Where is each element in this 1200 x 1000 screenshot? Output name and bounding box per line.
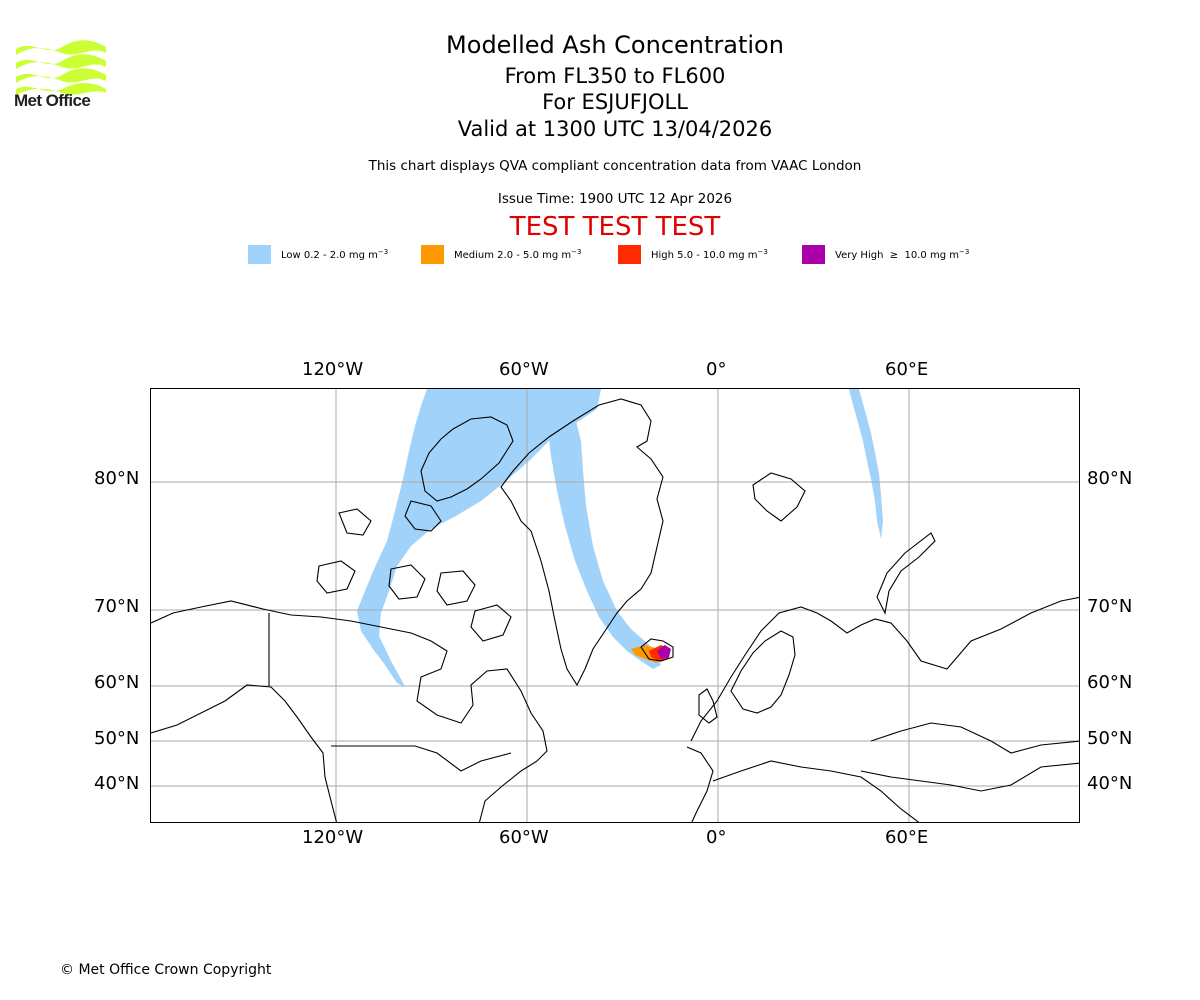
lat-label-right-70n: 70°N xyxy=(1087,596,1133,617)
legend-label-high: High 5.0 - 10.0 mg m xyxy=(651,249,758,261)
legend-label-medium: Medium 2.0 - 5.0 mg m xyxy=(454,249,572,261)
legend-item-low: Low 0.2 - 2.0 mg m−3 xyxy=(248,243,388,265)
legend-label-very-high: Very High ≥ 10.0 mg m xyxy=(835,249,959,261)
lon-label-top-60w: 60°W xyxy=(499,359,549,380)
legend-item-medium: Medium 2.0 - 5.0 mg m−3 xyxy=(421,243,581,265)
gridlines xyxy=(151,389,1079,822)
lon-label-top-60e: 60°E xyxy=(885,359,929,380)
lat-label-right-40n: 40°N xyxy=(1087,773,1133,794)
legend-label-low: Low 0.2 - 2.0 mg m xyxy=(281,249,378,261)
legend-item-very-high: Very High ≥ 10.0 mg m−3 xyxy=(802,243,969,265)
map-canvas xyxy=(151,389,1079,822)
ash-plume-low xyxy=(357,389,883,687)
lon-label-top-0: 0° xyxy=(706,359,727,380)
met-office-logo-text: Met Office xyxy=(14,91,91,110)
volcano-name: For ESJUFJOLL xyxy=(542,90,688,114)
issue-time: Issue Time: 1900 UTC 12 Apr 2026 xyxy=(497,191,733,207)
met-office-logo-icon xyxy=(16,40,106,95)
chart-title: Modelled Ash Concentration xyxy=(446,31,784,59)
legend-swatch-very-high xyxy=(802,244,825,264)
lon-label-bottom-120w: 120°W xyxy=(302,827,364,848)
flight-levels: From FL350 to FL600 xyxy=(504,64,726,88)
copyright-notice: © Met Office Crown Copyright xyxy=(60,962,272,978)
ash-map[interactable] xyxy=(150,388,1080,823)
coastlines xyxy=(151,398,1079,822)
lat-label-left-60n: 60°N xyxy=(94,672,140,693)
valid-time: Valid at 1300 UTC 13/04/2026 xyxy=(457,117,773,141)
legend-swatch-low xyxy=(248,244,271,264)
legend-item-high: High 5.0 - 10.0 mg m−3 xyxy=(618,243,768,265)
lat-label-right-60n: 60°N xyxy=(1087,672,1133,693)
lat-label-left-80n: 80°N xyxy=(94,468,140,489)
lon-label-bottom-0: 0° xyxy=(706,827,727,848)
lat-label-left-70n: 70°N xyxy=(94,596,140,617)
lat-label-left-40n: 40°N xyxy=(94,773,140,794)
lon-label-bottom-60w: 60°W xyxy=(499,827,549,848)
test-banner: TEST TEST TEST xyxy=(509,212,721,242)
ash-plume-very-high xyxy=(657,645,671,659)
lon-label-bottom-60e: 60°E xyxy=(885,827,929,848)
lat-label-left-50n: 50°N xyxy=(94,728,140,749)
lon-label-top-120w: 120°W xyxy=(302,359,364,380)
legend: Low 0.2 - 2.0 mg m−3 Medium 2.0 - 5.0 mg… xyxy=(0,243,1200,265)
legend-swatch-medium xyxy=(421,244,444,264)
lat-label-right-80n: 80°N xyxy=(1087,468,1133,489)
legend-swatch-high xyxy=(618,244,641,264)
lat-label-right-50n: 50°N xyxy=(1087,728,1133,749)
chart-description: This chart displays QVA compliant concen… xyxy=(368,158,862,174)
